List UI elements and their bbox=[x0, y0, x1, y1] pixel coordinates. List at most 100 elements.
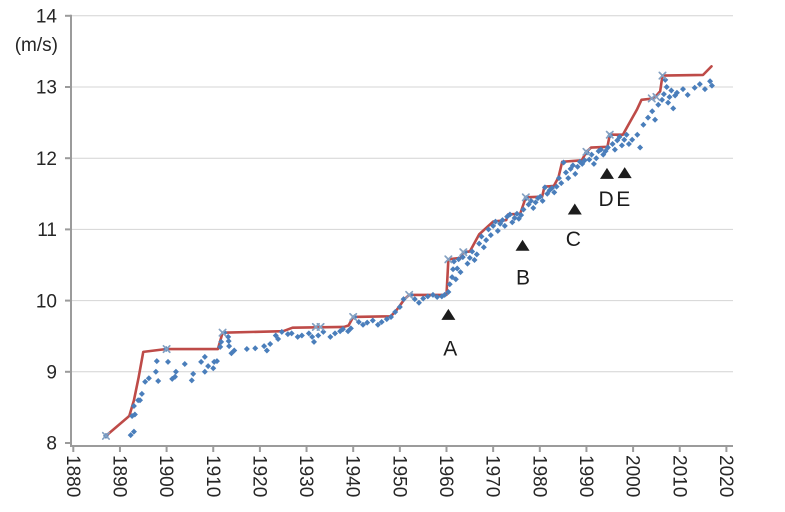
scatter-point bbox=[562, 169, 569, 176]
scatter-point bbox=[190, 370, 197, 377]
y-axis-tick-labels: 8 9 10 11 12 13 14 bbox=[36, 6, 58, 454]
x-tick-label: 1890 bbox=[108, 455, 129, 497]
scatter-point bbox=[261, 343, 268, 350]
scatter-point bbox=[351, 313, 358, 320]
scatter-point bbox=[153, 358, 160, 365]
record-x-marker bbox=[652, 92, 661, 102]
scatter-point bbox=[210, 365, 217, 372]
scatter-point bbox=[581, 157, 588, 164]
scatter-point bbox=[609, 140, 616, 147]
scatter-point bbox=[364, 319, 371, 326]
scatter-point bbox=[387, 313, 394, 320]
scatter-point bbox=[320, 328, 327, 335]
scatter-point bbox=[621, 136, 628, 143]
x-tick-label: 1930 bbox=[295, 455, 316, 497]
record-x-marker bbox=[582, 147, 591, 156]
y-tick-label: 11 bbox=[37, 220, 57, 241]
event-letter-labels: A B CD E bbox=[443, 188, 630, 361]
record-x-marker bbox=[316, 322, 325, 331]
y-axis-unit-label: (m/s) bbox=[14, 35, 58, 56]
scatter-point bbox=[275, 336, 282, 343]
scatter-point bbox=[355, 318, 362, 325]
scatter-point bbox=[668, 87, 675, 94]
scatter-point bbox=[604, 144, 611, 151]
scatter-point bbox=[572, 170, 579, 177]
y-tick-label: 8 bbox=[46, 434, 57, 455]
scatter-point bbox=[509, 219, 516, 226]
scatter-point bbox=[452, 276, 459, 283]
scatter-point bbox=[347, 325, 354, 332]
scatter-point bbox=[649, 108, 656, 115]
scatter-point bbox=[392, 308, 399, 315]
scatter-point bbox=[707, 78, 714, 85]
scatter-point bbox=[558, 180, 565, 187]
scatter-point bbox=[450, 258, 457, 265]
scatter-point bbox=[696, 81, 703, 88]
x-tick-label: 1910 bbox=[202, 455, 223, 497]
scatter-point bbox=[339, 326, 346, 333]
scatter-point bbox=[652, 116, 659, 123]
scatter-point bbox=[311, 338, 318, 345]
scatter-point bbox=[527, 197, 534, 204]
scatter-point bbox=[597, 146, 604, 153]
scatter-point bbox=[198, 358, 205, 365]
scatter-point bbox=[520, 206, 527, 213]
record-x-marker bbox=[521, 193, 530, 202]
scatter-point bbox=[673, 89, 680, 96]
scatter-point bbox=[243, 346, 250, 353]
y-tick-label: 9 bbox=[46, 362, 57, 383]
scatter-point bbox=[369, 317, 376, 324]
event-label-e: E bbox=[616, 188, 630, 211]
scatter-point bbox=[429, 291, 436, 298]
scatter-point bbox=[478, 233, 485, 240]
scatter-point bbox=[226, 343, 233, 350]
scatter-point bbox=[701, 86, 708, 93]
event-triangle-e bbox=[617, 167, 632, 179]
scatter-point bbox=[441, 291, 448, 298]
scatter-point bbox=[640, 121, 647, 128]
scatter-point bbox=[666, 93, 673, 100]
scatter-point bbox=[506, 211, 513, 218]
scatter-point bbox=[574, 163, 581, 170]
y-tick-label: 10 bbox=[36, 291, 57, 312]
event-label-b: B bbox=[516, 266, 530, 289]
scatter-point bbox=[411, 296, 418, 303]
scatter-point bbox=[537, 193, 544, 200]
scatter-point bbox=[660, 91, 667, 98]
scatter-point bbox=[396, 304, 403, 311]
scatter-point bbox=[164, 358, 171, 365]
scatter-point bbox=[446, 281, 453, 288]
event-label-c: C bbox=[566, 228, 581, 251]
event-triangle-d bbox=[599, 167, 614, 179]
record-line bbox=[104, 65, 713, 438]
scatter-point bbox=[588, 151, 595, 158]
scatter-point bbox=[231, 347, 238, 354]
x-tick-label: 2020 bbox=[715, 455, 736, 497]
scatter-point bbox=[670, 105, 677, 112]
scatter-point bbox=[464, 260, 471, 267]
scatter-point bbox=[645, 114, 652, 121]
record-x-marker bbox=[218, 328, 227, 337]
scatter-point bbox=[137, 397, 144, 404]
scatter-point bbox=[532, 199, 539, 206]
y-tick-label: 13 bbox=[36, 78, 57, 99]
scatter-point bbox=[415, 299, 422, 306]
y-tick-label: 14 bbox=[36, 6, 58, 27]
scatter-point bbox=[205, 363, 212, 370]
scatter-point bbox=[469, 248, 476, 255]
scatter-point bbox=[225, 333, 232, 340]
x-tick-label: 1960 bbox=[435, 455, 456, 497]
scatter-point bbox=[511, 215, 518, 222]
scatter-point bbox=[288, 330, 295, 337]
x-tick-label: 1980 bbox=[528, 455, 549, 497]
scatter-point bbox=[541, 184, 548, 191]
scatter-point bbox=[424, 293, 431, 300]
scatter-point bbox=[217, 343, 224, 350]
scatter-point bbox=[315, 332, 322, 339]
scatter-point bbox=[130, 428, 137, 435]
scatter-point bbox=[551, 189, 558, 196]
scatter-point bbox=[569, 162, 576, 169]
scatter-point bbox=[374, 321, 381, 328]
scatter-point bbox=[172, 368, 179, 375]
